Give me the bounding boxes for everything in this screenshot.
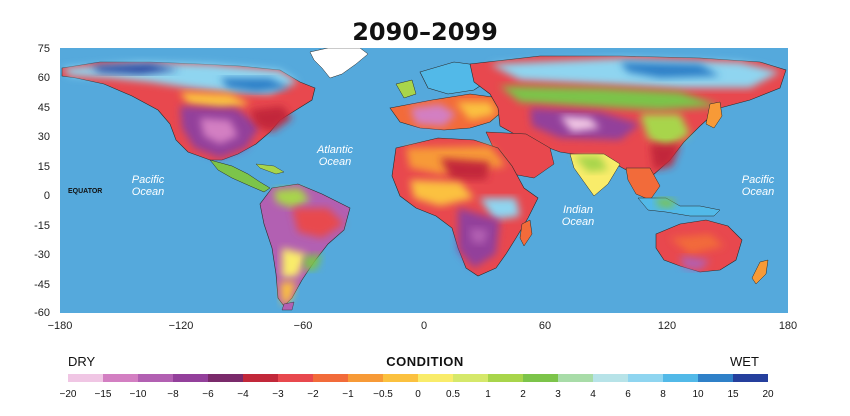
africa [391,137,539,277]
legend-swatch [103,374,138,382]
legend-tick-label: 0 [415,389,421,400]
pacific-west-label-line2: Ocean [131,186,165,198]
indian-label-line1: Indian [563,204,593,216]
map-title: 2090–2099 [352,18,498,46]
legend-swatch [488,374,523,382]
x-tick: −60 [293,320,313,332]
x-tick: 0 [420,320,428,332]
y-tick: 75 [37,43,50,55]
legend-color-scale [68,374,768,382]
equator-label: EQUATOR [68,188,103,195]
legend-wet-label: WET [730,354,759,369]
legend-swatch [313,374,348,382]
pacific-east-ocean-label: Pacific Ocean [730,174,786,198]
legend-swatch [418,374,453,382]
legend-swatch [663,374,698,382]
drought-map [60,48,788,313]
pacific-west-ocean-label: Pacific Ocean [118,174,178,198]
legend-tick-label: 15 [727,389,739,400]
legend-swatch [733,374,768,382]
legend-ticks: −20 −15 −10 −8 −6 −4 −3 −2 −1 −0.5 0 0.5 1 2 3 4 6 8 10 15 2… [60,389,774,403]
x-tick: 180 [778,320,798,332]
y-tick: 45 [37,102,50,114]
europe [389,61,505,131]
legend-tick-label: 3 [555,389,561,400]
north-america [61,61,316,161]
y-tick: 15 [37,161,50,173]
legend-swatch [208,374,243,382]
y-tick: 30 [37,131,50,143]
y-tick: 0 [43,190,50,202]
indian-ocean-label: Indian Ocean [548,204,608,228]
legend-tick-label: 4 [590,389,596,400]
legend-swatch [698,374,733,382]
legend-swatch [383,374,418,382]
pacific-east-label-line1: Pacific [741,174,775,186]
south-america [259,183,351,307]
atlantic-label-line1: Atlantic [316,144,354,156]
x-tick: −180 [47,320,73,332]
legend-swatch [628,374,663,382]
atlantic-ocean-label: Atlantic Ocean [300,144,370,168]
legend-tick-label: −1 [342,389,354,400]
legend-tick-label: −3 [272,389,284,400]
atlantic-label-line2: Ocean [318,156,352,168]
y-tick: 60 [37,72,50,84]
legend-swatch [278,374,313,382]
legend-tick-label: 20 [762,389,774,400]
caribbean [255,163,285,175]
legend-title: CONDITION [386,354,464,369]
legend-tick-label: −4 [237,389,249,400]
asia [469,55,787,177]
x-tick: 60 [538,320,552,332]
y-tick: -45 [34,279,50,291]
legend-swatch [68,374,103,382]
legend-tick-label: −20 [59,389,77,400]
legend-tick-label: 10 [692,389,704,400]
greenland [309,48,369,79]
y-tick: -15 [34,220,50,232]
y-tick: -60 [34,307,50,319]
indian-label-line2: Ocean [561,216,595,228]
legend-swatch [348,374,383,382]
japan [705,101,723,129]
pacific-west-label-line1: Pacific [131,174,165,186]
legend-tick-label: 0.5 [446,389,460,400]
madagascar [519,219,533,247]
legend-swatch [173,374,208,382]
pacific-east-label-line2: Ocean [741,186,775,198]
legend-swatch [243,374,278,382]
legend-dry-label: DRY [68,354,96,369]
legend-tick-label: −10 [129,389,147,400]
legend-swatch [593,374,628,382]
legend-tick-label: 6 [625,389,631,400]
legend-swatch [558,374,593,382]
legend-tick-label: 1 [485,389,491,400]
central-america [209,159,271,193]
y-tick: -30 [34,249,50,261]
legend-swatch [453,374,488,382]
x-tick: −120 [168,320,194,332]
legend-tick-label: 2 [520,389,526,400]
legend-swatch [138,374,173,382]
legend-swatch [523,374,558,382]
legend-tick-label: −6 [202,389,214,400]
legend-tick-label: −8 [167,389,179,400]
new-zealand [751,259,769,285]
legend-tick-label: −0.5 [373,389,393,400]
southern-tip [281,301,295,311]
legend-tick-label: 8 [660,389,666,400]
legend-tick-label: −15 [94,389,112,400]
x-tick: 120 [657,320,677,332]
australia [655,219,743,273]
legend-tick-label: −2 [307,389,319,400]
